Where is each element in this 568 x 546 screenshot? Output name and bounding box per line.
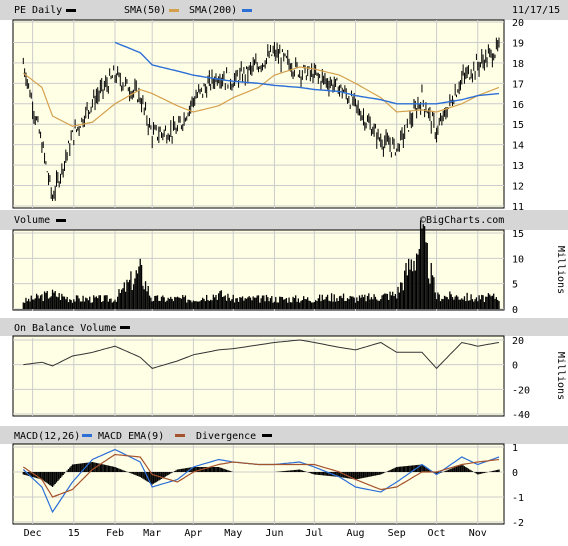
volume-marks — [22, 220, 500, 309]
macd-ema-legend-swatch — [175, 434, 185, 437]
volume-y-tick-label: 10 — [512, 254, 524, 265]
macd-legend-swatch — [82, 434, 92, 437]
macd-y-tick-label: -2 — [512, 518, 524, 529]
price-y-tick-label: 17 — [512, 79, 524, 90]
macd-ema-line — [22, 453, 500, 498]
price-header-band — [0, 0, 568, 20]
sma200-legend-swatch — [242, 9, 252, 12]
obv-y-tick-label: -20 — [512, 385, 530, 396]
ticker-label: PE Daily — [14, 5, 62, 16]
sma200-label: SMA(200) — [189, 5, 237, 16]
volume-label: Volume — [14, 215, 50, 226]
x-tick-label: Mar — [143, 528, 161, 539]
sma50-legend-swatch — [169, 9, 179, 12]
x-axis: Dec 15 Feb Mar Apr May Jun Jul Aug Sep Oct Nov — [24, 528, 487, 539]
x-tick-label: Apr — [184, 528, 202, 539]
volume-y-axis: 0 5 10 15 — [512, 229, 524, 316]
price-legend-swatch — [66, 9, 76, 12]
x-tick-label: Jul — [305, 528, 323, 539]
obv-y-tick-label: -40 — [512, 410, 530, 421]
x-tick-label: Feb — [106, 528, 124, 539]
obv-header-band — [0, 318, 568, 336]
x-tick-label: Oct — [428, 528, 446, 539]
x-tick-label: Jun — [265, 528, 283, 539]
macd-y-tick-label: 0 — [512, 468, 518, 479]
watermark: ©BigCharts.com — [420, 215, 504, 226]
divergence-label: Divergence — [196, 431, 256, 442]
price-y-tick-label: 15 — [512, 120, 524, 131]
macd-header-band — [0, 426, 568, 444]
price-y-tick-label: 20 — [512, 18, 524, 29]
macd-plot-area — [12, 443, 505, 525]
price-y-tick-label: 14 — [512, 141, 524, 152]
sma50-line — [22, 66, 500, 127]
volume-y-tick-label: 15 — [512, 229, 524, 240]
volume-y-tick-label: 0 — [512, 305, 518, 316]
price-y-tick-label: 19 — [512, 38, 524, 49]
price-y-tick-label: 11 — [512, 202, 524, 213]
volume-units-label: Millions — [555, 246, 566, 294]
price-y-tick-label: 18 — [512, 59, 524, 70]
price-y-tick-label: 12 — [512, 182, 524, 193]
divergence-legend-swatch — [262, 434, 272, 437]
price-marks — [22, 37, 500, 201]
x-tick-label: Dec — [24, 528, 42, 539]
date-label: 11/17/15 — [512, 5, 560, 16]
x-tick-label: Nov — [469, 528, 487, 539]
volume-header-band — [0, 210, 568, 230]
price-y-tick-label: 16 — [512, 100, 524, 111]
obv-legend-swatch — [120, 326, 130, 329]
sma50-label: SMA(50) — [124, 5, 166, 16]
obv-units-label: Millions — [555, 352, 566, 400]
x-tick-label: May — [224, 528, 242, 539]
price-plot-area — [12, 19, 505, 209]
x-tick-label: Aug — [346, 528, 364, 539]
macd-label: MACD(12,26) — [14, 431, 80, 442]
macd-y-axis: -2 -1 0 1 — [512, 443, 524, 529]
macd-y-tick-label: -1 — [512, 493, 524, 504]
obv-y-axis: -40 -20 0 20 — [512, 336, 530, 421]
x-tick-label: Sep — [388, 528, 406, 539]
macd-marks — [22, 448, 500, 514]
obv-marks — [23, 339, 500, 370]
obv-grid — [13, 338, 504, 416]
price-y-tick-label: 13 — [512, 161, 524, 172]
volume-y-tick-label: 5 — [512, 280, 518, 291]
price-y-axis: 11 12 13 14 15 16 17 18 19 20 — [512, 18, 524, 213]
macd-y-tick-label: 1 — [512, 443, 518, 454]
obv-label: On Balance Volume — [14, 323, 116, 334]
volume-legend-swatch — [56, 219, 66, 222]
x-tick-label: 15 — [68, 528, 80, 539]
obv-line — [23, 339, 500, 370]
macd-ema-label: MACD EMA(9) — [98, 431, 164, 442]
sma200-line — [114, 41, 500, 105]
obv-y-tick-label: 20 — [512, 336, 524, 347]
obv-plot-area — [12, 335, 505, 417]
obv-y-tick-label: 0 — [512, 361, 518, 372]
